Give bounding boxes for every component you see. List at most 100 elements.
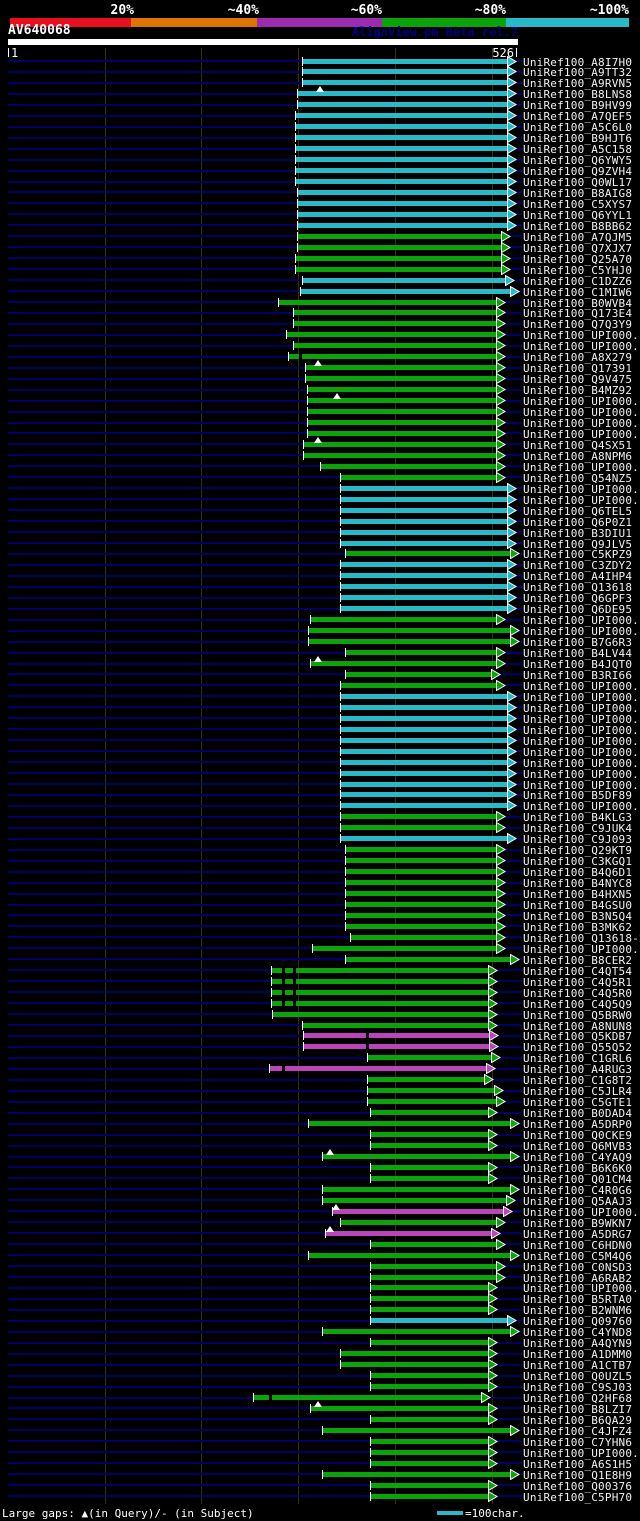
hit-bar[interactable] xyxy=(271,967,490,973)
hit-label[interactable]: UniRef100_C5PH70 xyxy=(523,1490,633,1504)
hit-bar[interactable] xyxy=(271,989,490,995)
hit-label[interactable]: UniRef100_C4Q5R1 xyxy=(523,975,633,989)
hit-label[interactable]: UniRef100_B6QA29 xyxy=(523,1413,633,1427)
hit-bar[interactable] xyxy=(310,617,498,623)
hit-bar[interactable] xyxy=(370,1384,490,1390)
hit-bar[interactable] xyxy=(340,1362,490,1368)
hit-bar[interactable] xyxy=(295,124,509,130)
hit-bar[interactable] xyxy=(370,1340,490,1346)
hit-label[interactable]: UniRef100_C3ZDY2 xyxy=(523,559,633,573)
hit-label[interactable]: UniRef100_C1MIW6 xyxy=(523,285,633,299)
hit-label[interactable]: UniRef100_C9JUK4 xyxy=(523,822,633,836)
hit-label[interactable]: UniRef100_A4IHP4 xyxy=(523,570,633,584)
hit-label[interactable]: UniRef100_A6RAB2 xyxy=(523,1271,633,1285)
hit-bar[interactable] xyxy=(370,1164,490,1170)
hit-label[interactable]: UniRef100_B4LV44 xyxy=(523,647,633,661)
hit-label[interactable]: UniRef100_A4QYN9 xyxy=(523,1337,633,1351)
hit-label[interactable]: UniRef100_A8I7H0 xyxy=(523,55,633,69)
hit-label[interactable]: UniRef100_A8NPM6 xyxy=(523,449,633,463)
hit-bar[interactable] xyxy=(253,1395,483,1400)
hit-label[interactable]: UniRef100_Q0CKE9 xyxy=(523,1129,633,1143)
hit-label[interactable]: UniRef100_UPI000.. xyxy=(523,734,640,748)
hit-label[interactable]: UniRef100_Q7Q3Y9 xyxy=(523,318,633,332)
hit-label[interactable]: UniRef100_B4GSU0 xyxy=(523,899,633,913)
hit-bar[interactable] xyxy=(295,157,509,163)
hit-bar[interactable] xyxy=(370,1132,490,1138)
hit-label[interactable]: UniRef100_B8LNS8 xyxy=(523,88,633,102)
hit-label[interactable]: UniRef100_B3N5Q4 xyxy=(523,909,633,923)
hit-label[interactable]: UniRef100_B3RI66 xyxy=(523,668,633,682)
hit-label[interactable]: UniRef100_C5GTE1 xyxy=(523,1096,633,1110)
hit-label[interactable]: UniRef100_Q17391 xyxy=(523,362,633,376)
hit-label[interactable]: UniRef100_B4MZ92 xyxy=(523,384,633,398)
hit-bar[interactable] xyxy=(340,803,509,809)
hit-bar[interactable] xyxy=(320,463,498,469)
hit-label[interactable]: UniRef100_B3MK62 xyxy=(523,920,633,934)
hit-bar[interactable] xyxy=(340,781,509,787)
hit-bar[interactable] xyxy=(295,266,503,272)
hit-bar[interactable] xyxy=(322,1197,508,1203)
hit-label[interactable]: UniRef100_C4QT54 xyxy=(523,964,633,978)
hit-label[interactable]: UniRef100_C4YND8 xyxy=(523,1326,633,1340)
hit-label[interactable]: UniRef100_UPI000.. xyxy=(523,745,640,759)
hit-bar[interactable] xyxy=(307,398,498,404)
hit-label[interactable]: UniRef100_Q13618 xyxy=(523,581,633,595)
hit-label[interactable]: UniRef100_C0NSD3 xyxy=(523,1260,633,1274)
hit-bar[interactable] xyxy=(340,814,498,820)
hit-bar[interactable] xyxy=(340,1351,490,1357)
hit-bar[interactable] xyxy=(307,387,498,393)
hit-label[interactable]: UniRef100_B8AIG8 xyxy=(523,186,633,200)
hit-label[interactable]: UniRef100_UPI000.. xyxy=(523,690,640,704)
hit-bar[interactable] xyxy=(367,1077,486,1083)
hit-bar[interactable] xyxy=(297,244,503,250)
hit-label[interactable]: UniRef100_B4HXN5 xyxy=(523,888,633,902)
hit-label[interactable]: UniRef100_C3KGQ1 xyxy=(523,855,633,869)
hit-label[interactable]: UniRef100_A8X279 xyxy=(523,351,633,365)
hit-bar[interactable] xyxy=(340,737,509,743)
hit-bar[interactable] xyxy=(297,189,509,195)
hit-bar[interactable] xyxy=(370,1373,490,1379)
hit-label[interactable]: UniRef100_B3DIU1 xyxy=(523,526,633,540)
hit-label[interactable]: UniRef100_UPI000.. xyxy=(523,625,640,639)
hit-label[interactable]: UniRef100_UPI000.. xyxy=(523,1446,640,1460)
hit-bar[interactable] xyxy=(307,420,498,425)
hit-label[interactable]: UniRef100_B9WKN7 xyxy=(523,1216,633,1230)
hit-bar[interactable] xyxy=(370,1438,490,1444)
hit-bar[interactable] xyxy=(370,1241,498,1247)
hit-label[interactable]: UniRef100_C9J093 xyxy=(523,833,633,847)
hit-bar[interactable] xyxy=(340,485,509,491)
hit-label[interactable]: UniRef100_UPI000.. xyxy=(523,614,640,628)
hit-bar[interactable] xyxy=(345,858,498,864)
hit-label[interactable]: UniRef100_Q9V475 xyxy=(523,373,633,387)
hit-bar[interactable] xyxy=(340,759,509,765)
hit-bar[interactable] xyxy=(340,606,509,612)
hit-bar[interactable] xyxy=(345,956,512,962)
hit-label[interactable]: UniRef100_Q54NZ5 xyxy=(523,471,633,485)
hit-label[interactable]: UniRef100_B4NYC8 xyxy=(523,877,633,891)
hit-bar[interactable] xyxy=(340,748,509,754)
hit-label[interactable]: UniRef100_C4R0G6 xyxy=(523,1183,633,1197)
hit-bar[interactable] xyxy=(340,518,509,524)
hit-label[interactable]: UniRef100_A6S1H5 xyxy=(523,1457,633,1471)
hit-label[interactable]: UniRef100_UPI000.. xyxy=(523,482,640,496)
hit-bar[interactable] xyxy=(370,1143,490,1149)
hit-bar[interactable] xyxy=(370,1285,490,1291)
hit-bar[interactable] xyxy=(293,343,498,349)
hit-bar[interactable] xyxy=(370,1263,498,1269)
hit-bar[interactable] xyxy=(340,1219,498,1225)
hit-bar[interactable] xyxy=(295,255,503,261)
hit-label[interactable]: UniRef100_C5YHJ0 xyxy=(523,263,633,277)
hit-label[interactable]: UniRef100_UPI000.. xyxy=(523,340,640,354)
hit-bar[interactable] xyxy=(367,1099,498,1105)
hit-bar[interactable] xyxy=(322,1427,512,1433)
hit-bar[interactable] xyxy=(367,1088,496,1094)
hit-label[interactable]: UniRef100_UPI000.. xyxy=(523,493,640,507)
hit-bar[interactable] xyxy=(340,792,509,798)
hit-label[interactable]: UniRef100_UPI000.. xyxy=(523,406,640,420)
hit-bar[interactable] xyxy=(340,704,509,710)
hit-bar[interactable] xyxy=(332,1208,505,1214)
hit-bar[interactable] xyxy=(370,1493,490,1499)
hit-bar[interactable] xyxy=(370,1110,490,1116)
hit-label[interactable]: UniRef100_C4YAQ9 xyxy=(523,1151,633,1164)
hit-label[interactable]: UniRef100_UPI000.. xyxy=(523,778,640,792)
